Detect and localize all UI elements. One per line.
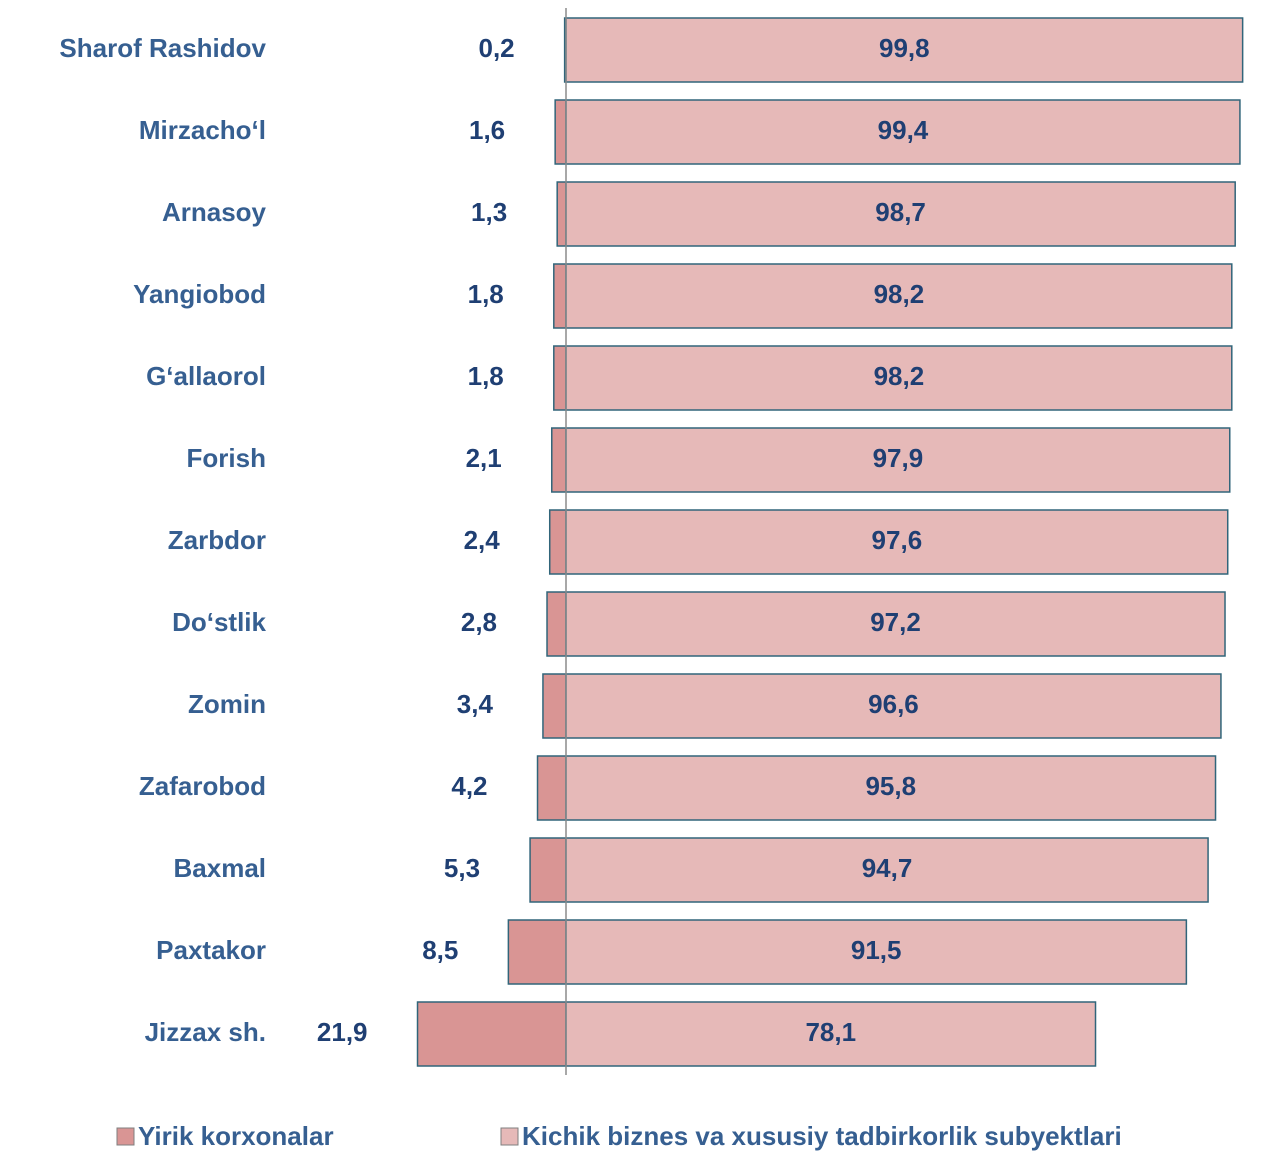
data-label: 98,2 (874, 361, 925, 391)
bar (565, 99, 1241, 165)
legend-swatch (500, 1127, 519, 1146)
bar (565, 427, 1231, 493)
bar (542, 673, 567, 739)
category-label: Forish (187, 443, 266, 473)
bar (548, 509, 567, 575)
data-label: 8,5 (422, 935, 458, 965)
data-label: 21,9 (317, 1017, 368, 1047)
category-label: Do‘stlik (172, 607, 266, 637)
bar (551, 427, 567, 493)
bar (565, 755, 1217, 821)
data-label: 98,2 (874, 279, 925, 309)
category-label: Paxtakor (156, 935, 266, 965)
data-label: 99,4 (878, 115, 929, 145)
bar (565, 919, 1188, 985)
bar (507, 919, 567, 985)
bar (565, 345, 1233, 411)
data-label: 98,7 (875, 197, 926, 227)
category-label: Yangiobod (133, 279, 266, 309)
bar (565, 591, 1226, 657)
data-label: 97,6 (872, 525, 923, 555)
bar (553, 345, 567, 411)
data-label: 5,3 (444, 853, 480, 883)
category-label: Baxmal (174, 853, 267, 883)
bar (416, 1001, 567, 1067)
bar (565, 837, 1209, 903)
data-label: 97,2 (870, 607, 921, 637)
data-label: 2,4 (464, 525, 501, 555)
data-label: 2,1 (466, 443, 502, 473)
bar (565, 1001, 1097, 1067)
data-label: 1,3 (471, 197, 507, 227)
data-label: 3,4 (457, 689, 494, 719)
data-label: 99,8 (879, 33, 930, 63)
bar (536, 755, 567, 821)
category-label: Mirzacho‘l (139, 115, 266, 145)
legend-label: Kichik biznes va xususiy tadbirkorlik su… (522, 1121, 1122, 1151)
bar (565, 673, 1222, 739)
bar (553, 263, 567, 329)
bar (565, 509, 1229, 575)
data-label: 91,5 (851, 935, 902, 965)
data-label: 95,8 (865, 771, 916, 801)
category-label: Zafarobod (139, 771, 266, 801)
data-label: 4,2 (451, 771, 487, 801)
category-label: Arnasoy (162, 197, 267, 227)
bar (565, 263, 1233, 329)
bar (554, 99, 567, 165)
bar (529, 837, 567, 903)
data-label: 0,2 (478, 33, 514, 63)
data-label: 2,8 (461, 607, 497, 637)
category-label: Sharof Rashidov (59, 33, 266, 63)
bar (556, 181, 567, 247)
category-label: Zarbdor (168, 525, 266, 555)
legend-swatch (116, 1127, 135, 1146)
data-label: 96,6 (868, 689, 919, 719)
bar (565, 17, 1244, 83)
legend-label: Yirik korxonalar (138, 1121, 334, 1151)
data-label: 1,6 (469, 115, 505, 145)
data-label: 78,1 (805, 1017, 856, 1047)
data-label: 1,8 (468, 361, 504, 391)
category-label: Zomin (188, 689, 266, 719)
data-label: 97,9 (873, 443, 924, 473)
category-label: G‘allaorol (146, 361, 266, 391)
category-label: Jizzax sh. (145, 1017, 266, 1047)
data-label: 1,8 (468, 279, 504, 309)
bar (546, 591, 567, 657)
data-label: 94,7 (862, 853, 913, 883)
